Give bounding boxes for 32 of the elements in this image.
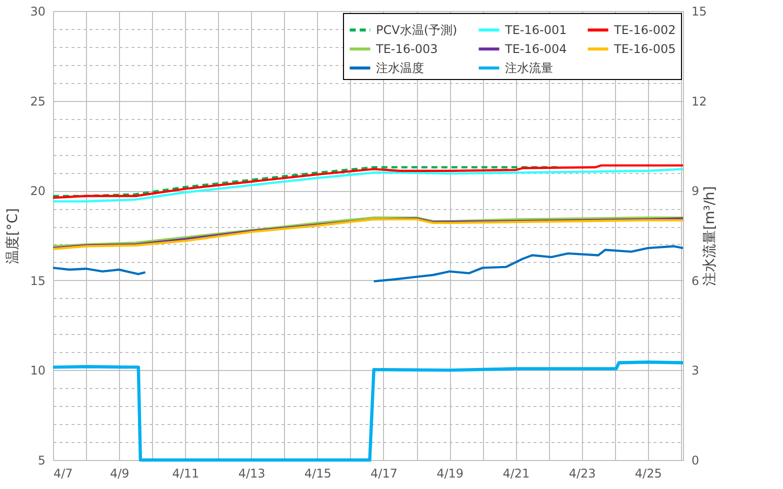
y2-tick-label: 9 — [692, 184, 700, 198]
y2-tick-label: 6 — [692, 274, 700, 288]
y2-tick-label: 12 — [692, 94, 707, 108]
x-tick-label: 4/19 — [436, 466, 464, 480]
x-tick-label: 4/9 — [110, 466, 130, 480]
legend-label: TE-16-005 — [613, 42, 676, 56]
x-tick-label: 4/23 — [568, 466, 596, 480]
x-tick-label: 4/11 — [172, 466, 200, 480]
legend-label: 注水流量 — [505, 61, 553, 75]
y-tick-label: 5 — [38, 454, 46, 468]
x-tick-label: 4/15 — [304, 466, 332, 480]
legend-label: TE-16-002 — [613, 23, 676, 37]
x-tick-label: 4/21 — [502, 466, 530, 480]
legend-label: TE-16-004 — [504, 42, 567, 56]
legend-label: TE-16-003 — [375, 42, 438, 56]
y2-axis-title: 注水流量[m³/h] — [702, 186, 718, 286]
y2-tick-label: 15 — [692, 4, 707, 18]
x-tick-label: 4/17 — [370, 466, 398, 480]
y-tick-label: 25 — [30, 94, 46, 108]
y-tick-label: 20 — [30, 184, 46, 198]
x-tick-label: 4/7 — [54, 466, 73, 480]
legend-label: 注水温度 — [376, 61, 424, 75]
y-tick-label: 30 — [30, 4, 46, 18]
y2-tick-label: 0 — [692, 454, 700, 468]
x-tick-label: 4/25 — [634, 466, 662, 480]
y2-tick-label: 3 — [692, 364, 700, 378]
legend-label: PCV水温(予測) — [376, 23, 458, 37]
y-axis-title: 温度[°C] — [5, 208, 22, 264]
x-tick-label: 4/13 — [238, 466, 266, 480]
legend-label: TE-16-001 — [504, 23, 567, 37]
y-tick-label: 15 — [30, 274, 46, 288]
y-tick-label: 10 — [30, 364, 46, 378]
